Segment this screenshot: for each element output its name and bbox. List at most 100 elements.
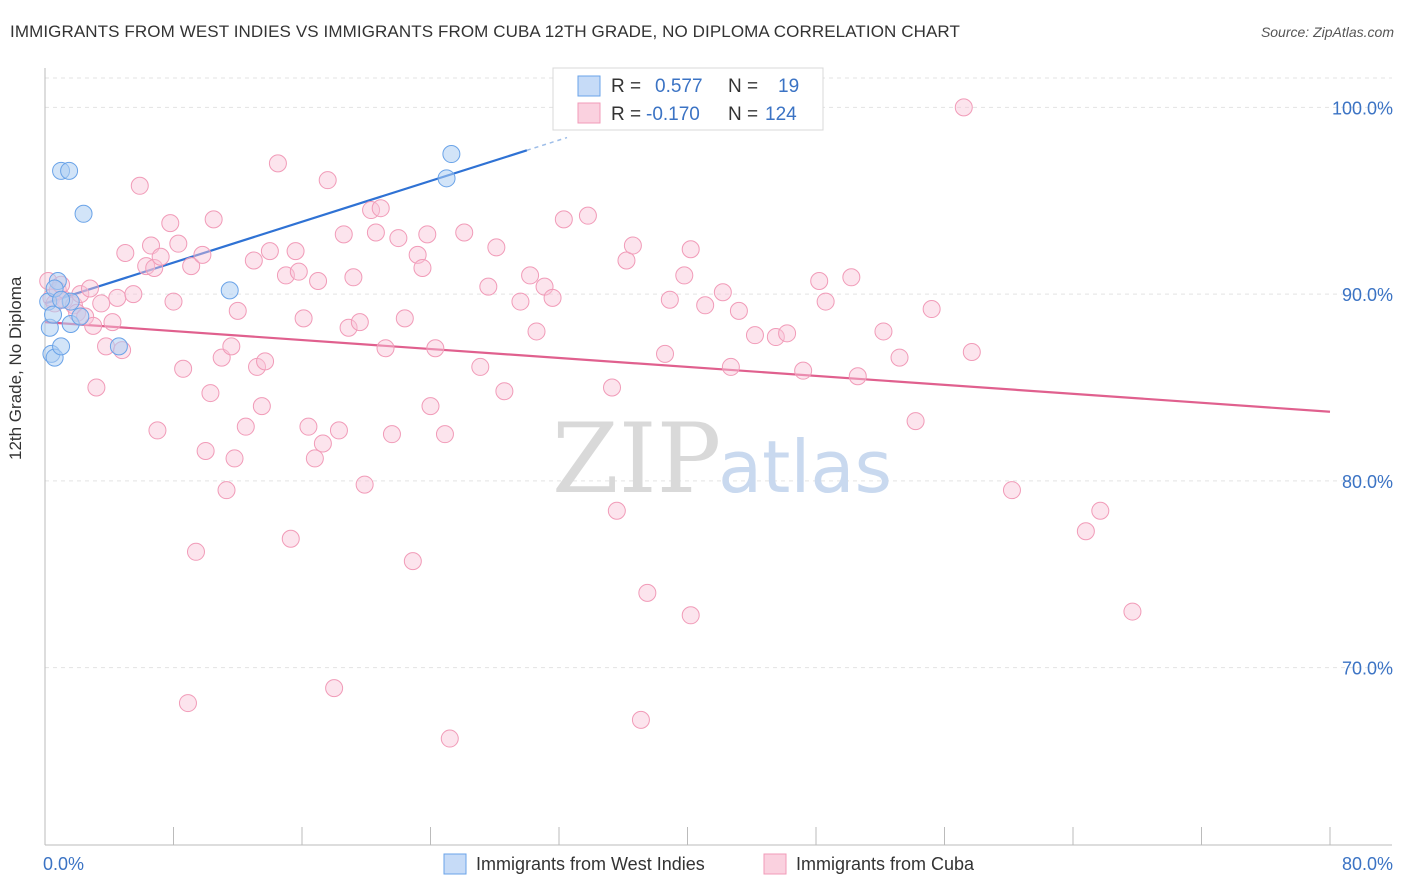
cuba-point [395,309,414,328]
cuba-point [294,309,313,328]
cuba-point [778,324,797,343]
axes [44,68,1392,846]
west-indies-point [220,281,239,300]
cuba-point [174,359,193,378]
cuba-point [148,421,167,440]
cuba-point [130,176,149,195]
cuba-point [329,421,348,440]
cuba-point [521,266,540,285]
cuba-point [371,199,390,218]
cuba-point [675,266,694,285]
r-value: -0.170 [646,104,700,125]
cuba-point [124,285,143,304]
cuba-point [638,583,657,602]
cuba-point [745,326,764,345]
cuba-point [435,425,454,444]
cuba-point [256,352,275,371]
cuba-point [816,292,835,311]
cuba-point [842,268,861,287]
cuba-point [217,481,236,500]
cuba-point [495,382,514,401]
cuba-point [766,328,785,347]
cuba-point [729,301,748,320]
west-indies-point [60,161,79,180]
chart-title: IMMIGRANTS FROM WEST INDIES VS IMMIGRANT… [10,22,960,41]
cuba-point [810,272,829,291]
watermark-zip: ZIP [552,403,721,515]
x-tick-labels: 0.0% 80.0% [43,854,1393,874]
stats-legend-box: R = 0.577 N = 19 R = -0.170 N = 124 [552,67,824,131]
cuba-point [325,679,344,698]
cuba-point [151,247,170,266]
west-indies-point [71,307,90,326]
cuba-point [906,412,925,431]
cuba-point [376,339,395,358]
cuba-point [874,322,893,341]
cuba-point [236,417,255,436]
cuba-swatch [577,102,601,124]
cuba-point [418,225,437,244]
cuba-point [794,361,813,380]
cuba-point [954,98,973,117]
cuba-point [350,313,369,332]
cuba-point [204,210,223,229]
cuba-point [299,417,318,436]
cuba-point [334,225,353,244]
cuba-point [313,434,332,453]
cuba-point [84,316,103,335]
cuba-point [656,344,675,363]
cuba-point [440,729,459,748]
cuba-point [578,206,597,225]
cuba-point [318,171,337,190]
series-legend: Immigrants from West Indies Immigrants f… [443,853,975,875]
cuba-point [309,272,328,291]
cuba-point [426,339,445,358]
cuba-point [922,300,941,319]
legend-west-indies-swatch [443,853,467,875]
cuba-point [511,292,530,311]
n-value: 19 [778,76,799,97]
watermark: ZIP atlas [552,403,892,515]
west-indies-point [109,337,128,356]
cuba-point [108,288,127,307]
cuba-point [382,425,401,444]
cuba-point [355,475,374,494]
cuba-point [103,313,122,332]
cuba-point [681,240,700,259]
west-indies-trend-extension [526,136,568,152]
cuba-point [403,552,422,571]
x-tick-label: 0.0% [43,854,84,874]
r-label: R = [611,76,641,97]
r-label: R = [611,104,641,125]
legend-cuba-swatch [763,853,787,875]
cuba-point [164,292,183,311]
cuba-point [161,214,180,233]
cuba-point [169,234,188,253]
west-indies-point [52,337,71,356]
cuba-point [193,245,212,264]
cuba-point [421,397,440,416]
cuba-point [186,542,205,561]
cuba-point [631,710,650,729]
cuba-point [607,501,626,520]
watermark-atlas: atlas [718,425,892,509]
cuba-point [848,367,867,386]
n-value: 124 [765,104,797,125]
west-indies-point [52,290,71,309]
n-label: N = [728,76,758,97]
cuba-point [617,251,636,270]
cuba-point [222,337,241,356]
cuba-point [344,268,363,287]
cuba-point [366,223,385,242]
west-indies-point [437,169,456,188]
cuba-point [225,449,244,468]
cuba-point [1091,501,1110,520]
cuba-point [554,210,573,229]
cuba-point [281,529,300,548]
cuba-point [268,154,287,173]
cuba-point [527,322,546,341]
y-tick-label: 100.0% [1332,98,1393,118]
cuba-point [660,290,679,309]
cuba-point [721,357,740,376]
